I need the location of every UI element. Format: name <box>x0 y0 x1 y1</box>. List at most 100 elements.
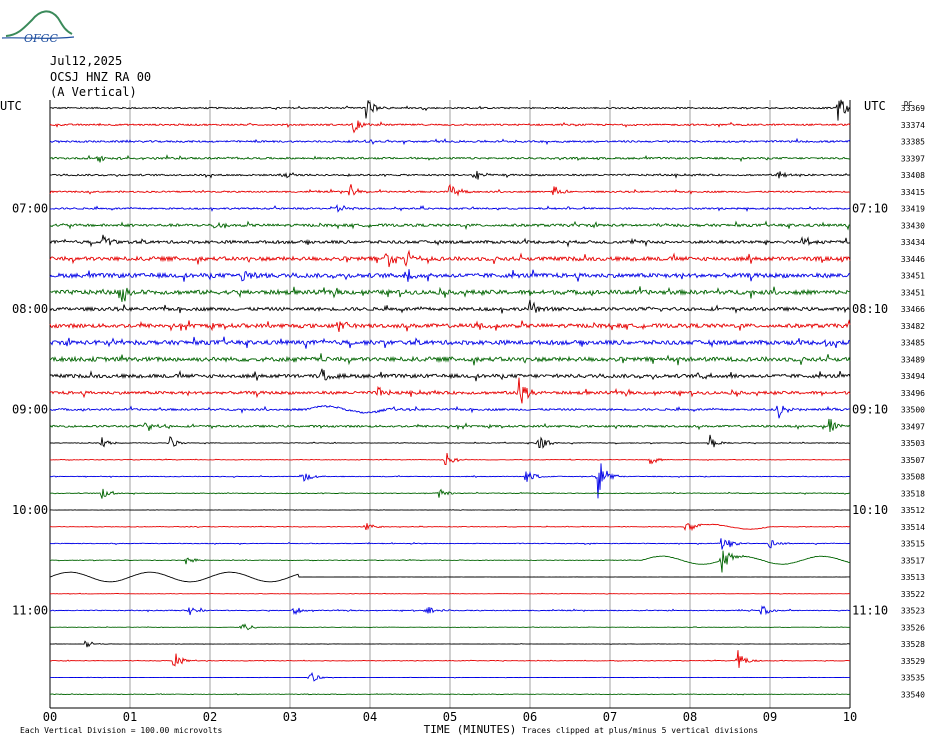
dc-offset-label: 33514 <box>901 523 925 532</box>
dc-offset-label: 33529 <box>901 657 925 666</box>
x-tick-label: 04 <box>363 710 377 724</box>
left-time-label: 09:00 <box>12 403 48 417</box>
dc-offset-label: 33526 <box>901 623 925 632</box>
left-time-label: 08:00 <box>12 302 48 316</box>
trace-8 <box>49 234 851 248</box>
dc-offset-label: 33497 <box>901 422 925 431</box>
x-tick-label: 05 <box>443 710 457 724</box>
footer-right-note: Traces clipped at plus/minus 5 vertical … <box>522 726 758 735</box>
dc-header-label: DC <box>904 100 912 108</box>
trace-35 <box>49 693 851 696</box>
x-tick-label: 00 <box>43 710 57 724</box>
x-tick-label: 10 <box>843 710 857 724</box>
trace-10 <box>49 269 851 282</box>
trace-28 <box>49 571 850 583</box>
trace-33 <box>49 650 851 668</box>
dc-offset-label: 33508 <box>901 473 925 482</box>
left-tz-label: UTC <box>0 99 22 113</box>
component-label: (A Vertical) <box>50 85 137 99</box>
trace-16 <box>49 368 851 382</box>
trace-15 <box>49 353 851 366</box>
trace-24 <box>50 508 851 511</box>
trace-11 <box>50 286 851 302</box>
dc-offset-label: 33494 <box>901 372 925 381</box>
dc-offset-label: 33513 <box>901 573 925 582</box>
right-time-label: 09:10 <box>852 403 888 417</box>
dc-offset-label: 33451 <box>901 288 925 297</box>
dc-offset-label: 33482 <box>901 322 925 331</box>
right-time-label: 10:10 <box>852 503 888 517</box>
dc-offset-label: 33503 <box>901 439 925 448</box>
dc-offset-label: 33419 <box>901 205 925 214</box>
logo-text: OFGC <box>24 32 58 44</box>
x-tick-label: 06 <box>523 710 537 724</box>
trace-13 <box>49 319 851 332</box>
trace-25 <box>49 523 851 532</box>
trace-17 <box>49 377 851 404</box>
trace-7 <box>49 220 851 231</box>
footer-left-note: Each Vertical Division = 100.00 microvol… <box>20 726 222 735</box>
trace-21 <box>49 453 851 466</box>
right-tz-label: UTC <box>864 99 886 113</box>
x-tick-label: 03 <box>283 710 297 724</box>
dc-offset-label: 33518 <box>901 489 925 498</box>
left-time-label: 07:00 <box>12 202 48 216</box>
x-tick-label: 08 <box>683 710 697 724</box>
dc-offset-label: 33397 <box>901 154 925 163</box>
trace-14 <box>49 336 851 349</box>
trace-30 <box>49 605 851 616</box>
dc-offset-label: 33430 <box>901 221 925 230</box>
trace-3 <box>49 154 850 163</box>
x-tick-label: 07 <box>603 710 617 724</box>
trace-27 <box>49 550 851 573</box>
right-time-label: 11:10 <box>852 604 888 618</box>
x-tick-label: 09 <box>763 710 777 724</box>
right-time-label: 07:10 <box>852 202 888 216</box>
trace-5 <box>49 183 851 197</box>
dc-offset-label: 33385 <box>901 138 925 147</box>
station-label: OCSJ HNZ RA 00 <box>50 70 152 84</box>
dc-offset-label: 33434 <box>901 238 925 247</box>
right-time-label: 08:10 <box>852 302 888 316</box>
trace-20 <box>49 434 850 449</box>
dc-offset-label: 33540 <box>901 690 925 699</box>
date-label: Jul12,2025 <box>50 54 123 68</box>
trace-9 <box>49 249 851 268</box>
dc-offset-label: 33528 <box>901 640 925 649</box>
dc-offset-label: 33374 <box>901 121 925 130</box>
trace-1 <box>49 120 851 134</box>
dc-offset-label: 33369 <box>901 104 925 113</box>
x-tick-label: 02 <box>203 710 217 724</box>
dc-offset-label: 33515 <box>901 540 925 549</box>
dc-offset-label: 33466 <box>901 305 925 314</box>
trace-34 <box>49 671 851 682</box>
x-tick-label: 01 <box>123 710 137 724</box>
trace-6 <box>49 203 851 213</box>
trace-26 <box>49 538 851 550</box>
dc-offset-label: 33451 <box>901 272 925 281</box>
trace-22 <box>49 463 851 499</box>
trace-31 <box>49 623 851 631</box>
trace-4 <box>49 170 851 180</box>
left-time-label: 11:00 <box>12 604 48 618</box>
dc-offset-label: 33522 <box>901 590 925 599</box>
dc-offset-label: 33496 <box>901 389 925 398</box>
dc-offset-label: 33535 <box>901 674 925 683</box>
dc-offset-label: 33485 <box>901 339 925 348</box>
trace-0 <box>50 99 851 121</box>
left-time-label: 10:00 <box>12 503 48 517</box>
dc-offset-label: 33415 <box>901 188 925 197</box>
dc-offset-label: 33489 <box>901 355 925 364</box>
x-axis-title: TIME (MINUTES) <box>424 723 517 736</box>
trace-2 <box>49 137 851 146</box>
trace-23 <box>49 488 851 499</box>
dc-offset-label: 33507 <box>901 456 925 465</box>
trace-19 <box>49 418 851 433</box>
dc-offset-label: 33512 <box>901 506 925 515</box>
trace-29 <box>49 592 851 595</box>
dc-offset-label: 33446 <box>901 255 925 264</box>
dc-offset-label: 33523 <box>901 607 925 616</box>
trace-12 <box>49 299 850 314</box>
trace-18 <box>49 404 851 419</box>
